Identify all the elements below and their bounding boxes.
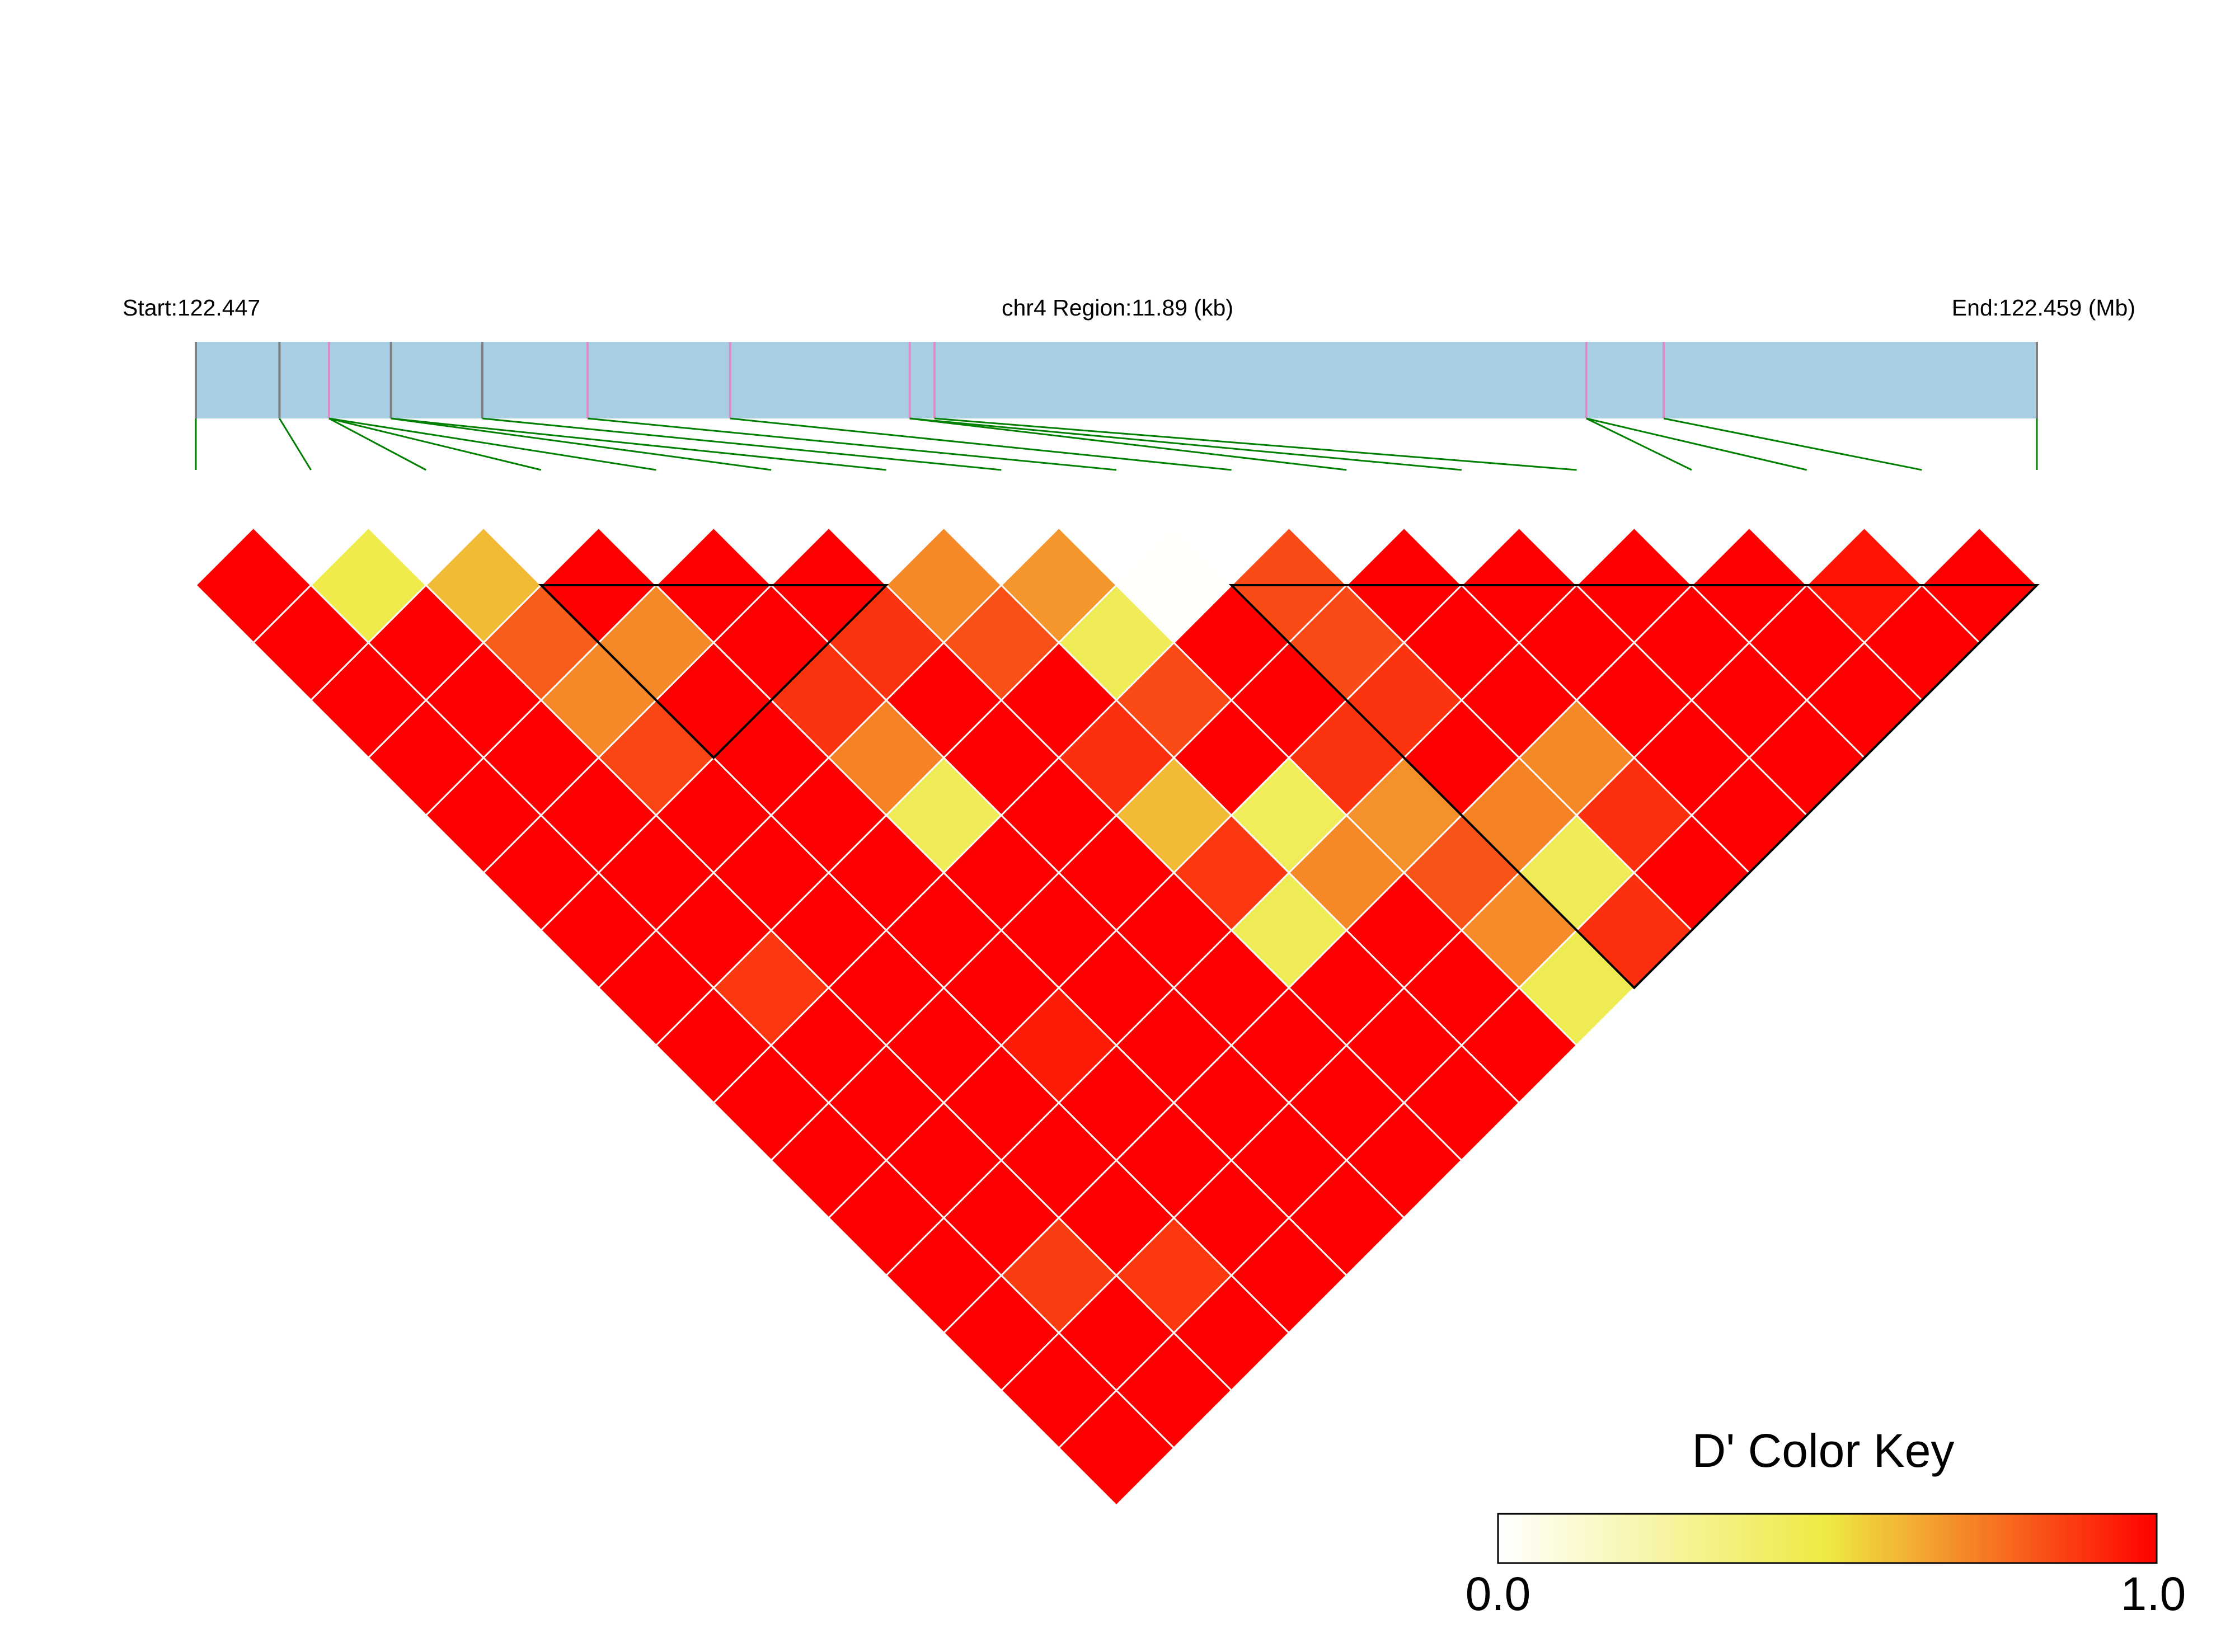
snp-connector [587, 417, 1117, 471]
snp-connector [1586, 417, 1692, 471]
snp-connector [391, 417, 772, 471]
region-end-label: End:122.459 (Mb) [1952, 295, 2135, 321]
snp-connector [909, 417, 1347, 471]
snp-connector [482, 417, 1002, 471]
color-key-gradient [1497, 1513, 2158, 1564]
color-key-max-label: 1.0 [2121, 1568, 2186, 1620]
snp-position-marks [195, 342, 2038, 418]
region-bar [196, 342, 2037, 418]
color-key-min-label: 0.0 [1466, 1568, 1531, 1620]
snp-connector [730, 417, 1232, 471]
region-title-label: chr4 Region:11.89 (kb) [1002, 295, 1233, 321]
snp-connector [1586, 417, 1807, 471]
snp-connector [1663, 417, 1922, 471]
snp-connector [909, 417, 1462, 471]
haplotype-block [538, 584, 889, 760]
haplotype-block-outlines [538, 584, 2040, 990]
snp-connector [391, 417, 886, 471]
snp-connector-lines [195, 417, 2038, 471]
snp-connector [328, 417, 542, 471]
snp-connector [934, 417, 1577, 471]
snp-connector [328, 417, 656, 471]
haplotype-block [1228, 584, 2040, 990]
snp-connector [279, 418, 312, 470]
snp-connector [328, 417, 426, 471]
ld-cells [194, 526, 2039, 1507]
color-key-title: D' Color Key [1692, 1424, 1955, 1477]
region-start-label: Start:122.447 [123, 295, 260, 321]
